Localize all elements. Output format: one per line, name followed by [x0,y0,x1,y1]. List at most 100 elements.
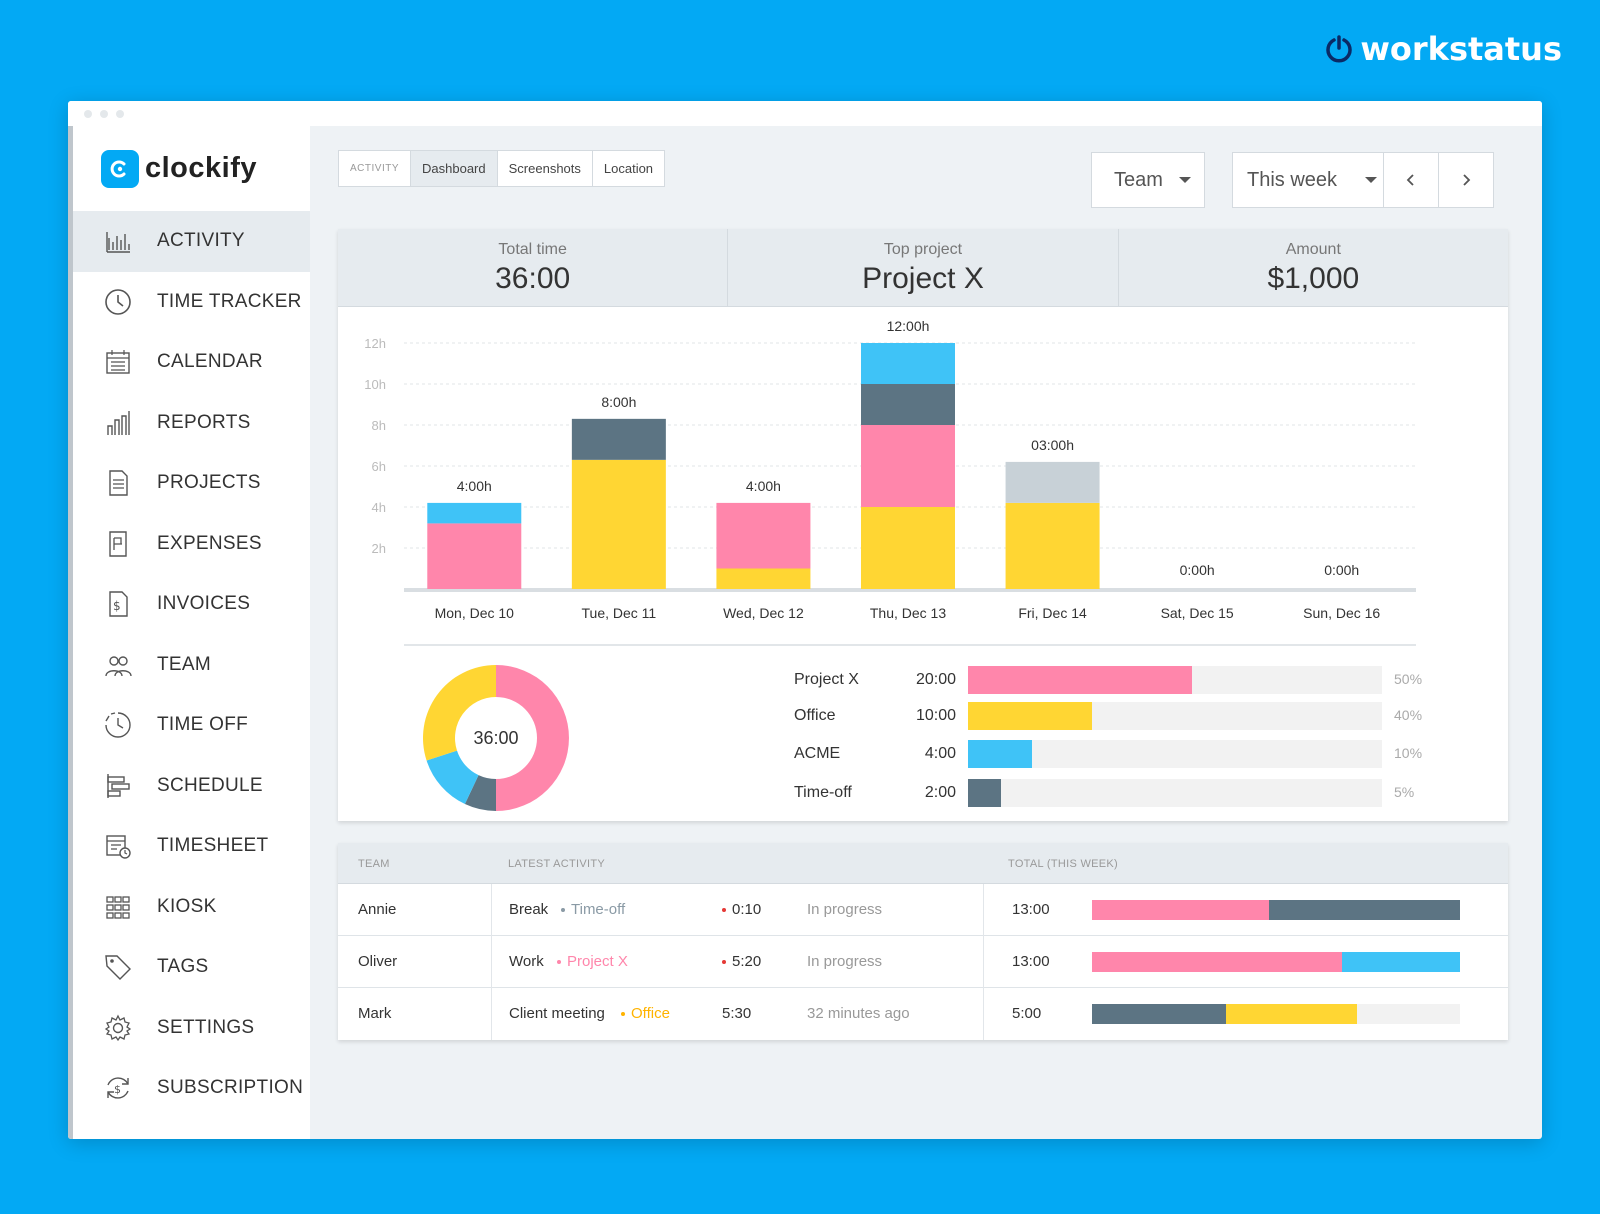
bar-segment[interactable] [861,384,955,425]
project-percent: 10% [1394,745,1423,761]
sidebar-item-reports[interactable]: REPORTS [73,393,310,454]
activity-project: Project X [557,953,628,970]
subscription-icon: $ [107,1077,129,1099]
activity-duration: 5:30 [722,1005,751,1022]
reports-icon [107,410,130,435]
main-content: ACTIVITY Dashboard Screenshots Location … [310,126,1542,1139]
sidebar-item-subscription[interactable]: $ SUBSCRIPTION [73,1058,310,1119]
project-name: ACME [794,745,841,762]
project-donut-chart [423,665,569,811]
window-dot [116,109,124,118]
bar-segment[interactable] [716,568,811,590]
tag-icon [105,955,131,981]
sidebar-item-label: TIME TRACKER [157,290,302,312]
activity-duration-label: 5:20 [732,953,762,970]
tab-location[interactable]: Location [603,161,654,176]
sidebar-item-label: ACTIVITY [157,230,245,252]
bar-segment[interactable] [571,459,666,589]
sidebar-item-timesheet[interactable]: TIMESHEET [73,816,310,877]
total-bar-segment [1226,1004,1357,1024]
sidebar-item-label: KIOSK [157,895,217,917]
bar-total-label: 8:00h [601,394,636,410]
window-dot [84,109,92,118]
sidebar-item-projects[interactable]: PROJECTS [73,453,310,514]
project-name: Project X [794,671,859,688]
x-tick-label: Fri, Dec 14 [1018,605,1087,621]
weekly-total-bar [1092,1004,1460,1024]
next-period-button[interactable] [1438,152,1494,208]
invoice-icon: $ [109,591,128,617]
sidebar-item-label: TAGS [157,956,209,978]
app-logo[interactable]: clockify [73,126,310,211]
sidebar-item-calendar[interactable]: CALENDAR [73,332,310,393]
sidebar-item-team[interactable]: TEAM [73,635,310,696]
column-divider [983,988,984,1040]
header-team: TEAM [358,858,390,870]
sidebar-item-tags[interactable]: TAGS [73,937,310,998]
donut-slice[interactable] [426,750,479,805]
sidebar-item-label: PROJECTS [157,472,261,494]
tab-activity[interactable]: ACTIVITY [339,151,412,186]
project-breakdown: 36:00 Project X 20:00 50% Office 10:00 40% ACM… [338,649,1508,821]
member-name: Annie [358,901,397,918]
table-row[interactable]: Oliver Work Project X 5:20 In progress 13:00 [338,936,1508,988]
sidebar-item-kiosk[interactable]: KIOSK [73,877,310,938]
project-row: Office 10:00 40% [338,701,1508,731]
view-tabs: ACTIVITY Dashboard Screenshots Location [338,150,666,187]
app-window: clockify ACTIVITY TIME TRACKER CALENDAR REP… [68,101,1542,1139]
table-row[interactable]: Mark Client meeting Office 5:30 32 minutes a… [338,988,1508,1040]
team-dropdown[interactable]: Team [1091,152,1205,208]
sidebar-item-time-off[interactable]: TIME OFF [73,695,310,756]
sidebar-item-settings[interactable]: SETTINGS [73,998,310,1059]
x-tick-label: Sun, Dec 16 [1303,605,1380,621]
top-project-value: Project X [862,262,984,295]
weekly-total: 5:00 [1012,1005,1042,1022]
bar-segment[interactable] [427,523,522,589]
donut-slice[interactable] [423,665,496,761]
sidebar-item-schedule[interactable]: SCHEDULE [73,756,310,817]
activity-name: Client meeting [509,1005,605,1022]
gear-icon [104,1014,132,1041]
table-row[interactable]: Annie Break Time-off 0:10 In progress 13:00 [338,884,1508,936]
donut-center-label: 36:00 [473,727,519,748]
bar-segment[interactable] [571,418,666,460]
bar-segment[interactable] [861,507,955,589]
project-progress-track [968,779,1382,807]
sidebar-item-expenses[interactable]: EXPENSES [73,514,310,575]
y-tick-label: 12h [364,336,386,351]
bar-segment[interactable] [1005,461,1100,503]
sidebar-item-invoices[interactable]: $ INVOICES [73,574,310,635]
live-dot [722,908,726,913]
bar-total-label: 0:00h [1180,562,1215,578]
project-progress-track [968,740,1382,768]
tab-screenshots[interactable]: Screenshots [498,151,593,186]
bar-total-label: 03:00h [1031,437,1074,453]
bar-segment[interactable] [861,425,955,507]
project-name: Office [794,707,836,724]
activity-status: 32 minutes ago [807,1005,910,1022]
project-row: Project X 20:00 50% [338,665,1508,695]
bar-segment[interactable] [427,502,522,524]
chevron-left-icon [1406,174,1414,186]
live-dot [722,960,726,965]
donut-slice[interactable] [464,775,496,811]
donut-slice[interactable] [496,665,569,811]
activity-duration-label: 5:30 [722,1005,752,1022]
bar-segment[interactable] [1005,502,1100,589]
column-divider [491,936,492,988]
total-bar-segment [1092,952,1343,972]
bar-segment[interactable] [861,343,955,384]
clockify-logo-icon [101,149,139,188]
bar-segment[interactable] [716,502,811,569]
calendar-icon [106,350,130,374]
column-divider [983,884,984,936]
x-tick-label: Thu, Dec 13 [870,605,946,621]
window-titlebar [68,101,1542,126]
activity-project: Office [621,1005,670,1022]
sidebar-item-activity[interactable]: ACTIVITY [73,211,310,272]
tab-dashboard[interactable]: Dashboard [411,151,498,186]
previous-period-button[interactable] [1383,152,1439,208]
y-tick-label: 2h [372,541,386,556]
period-dropdown[interactable]: This week [1232,152,1384,208]
sidebar-item-time-tracker[interactable]: TIME TRACKER [73,272,310,333]
